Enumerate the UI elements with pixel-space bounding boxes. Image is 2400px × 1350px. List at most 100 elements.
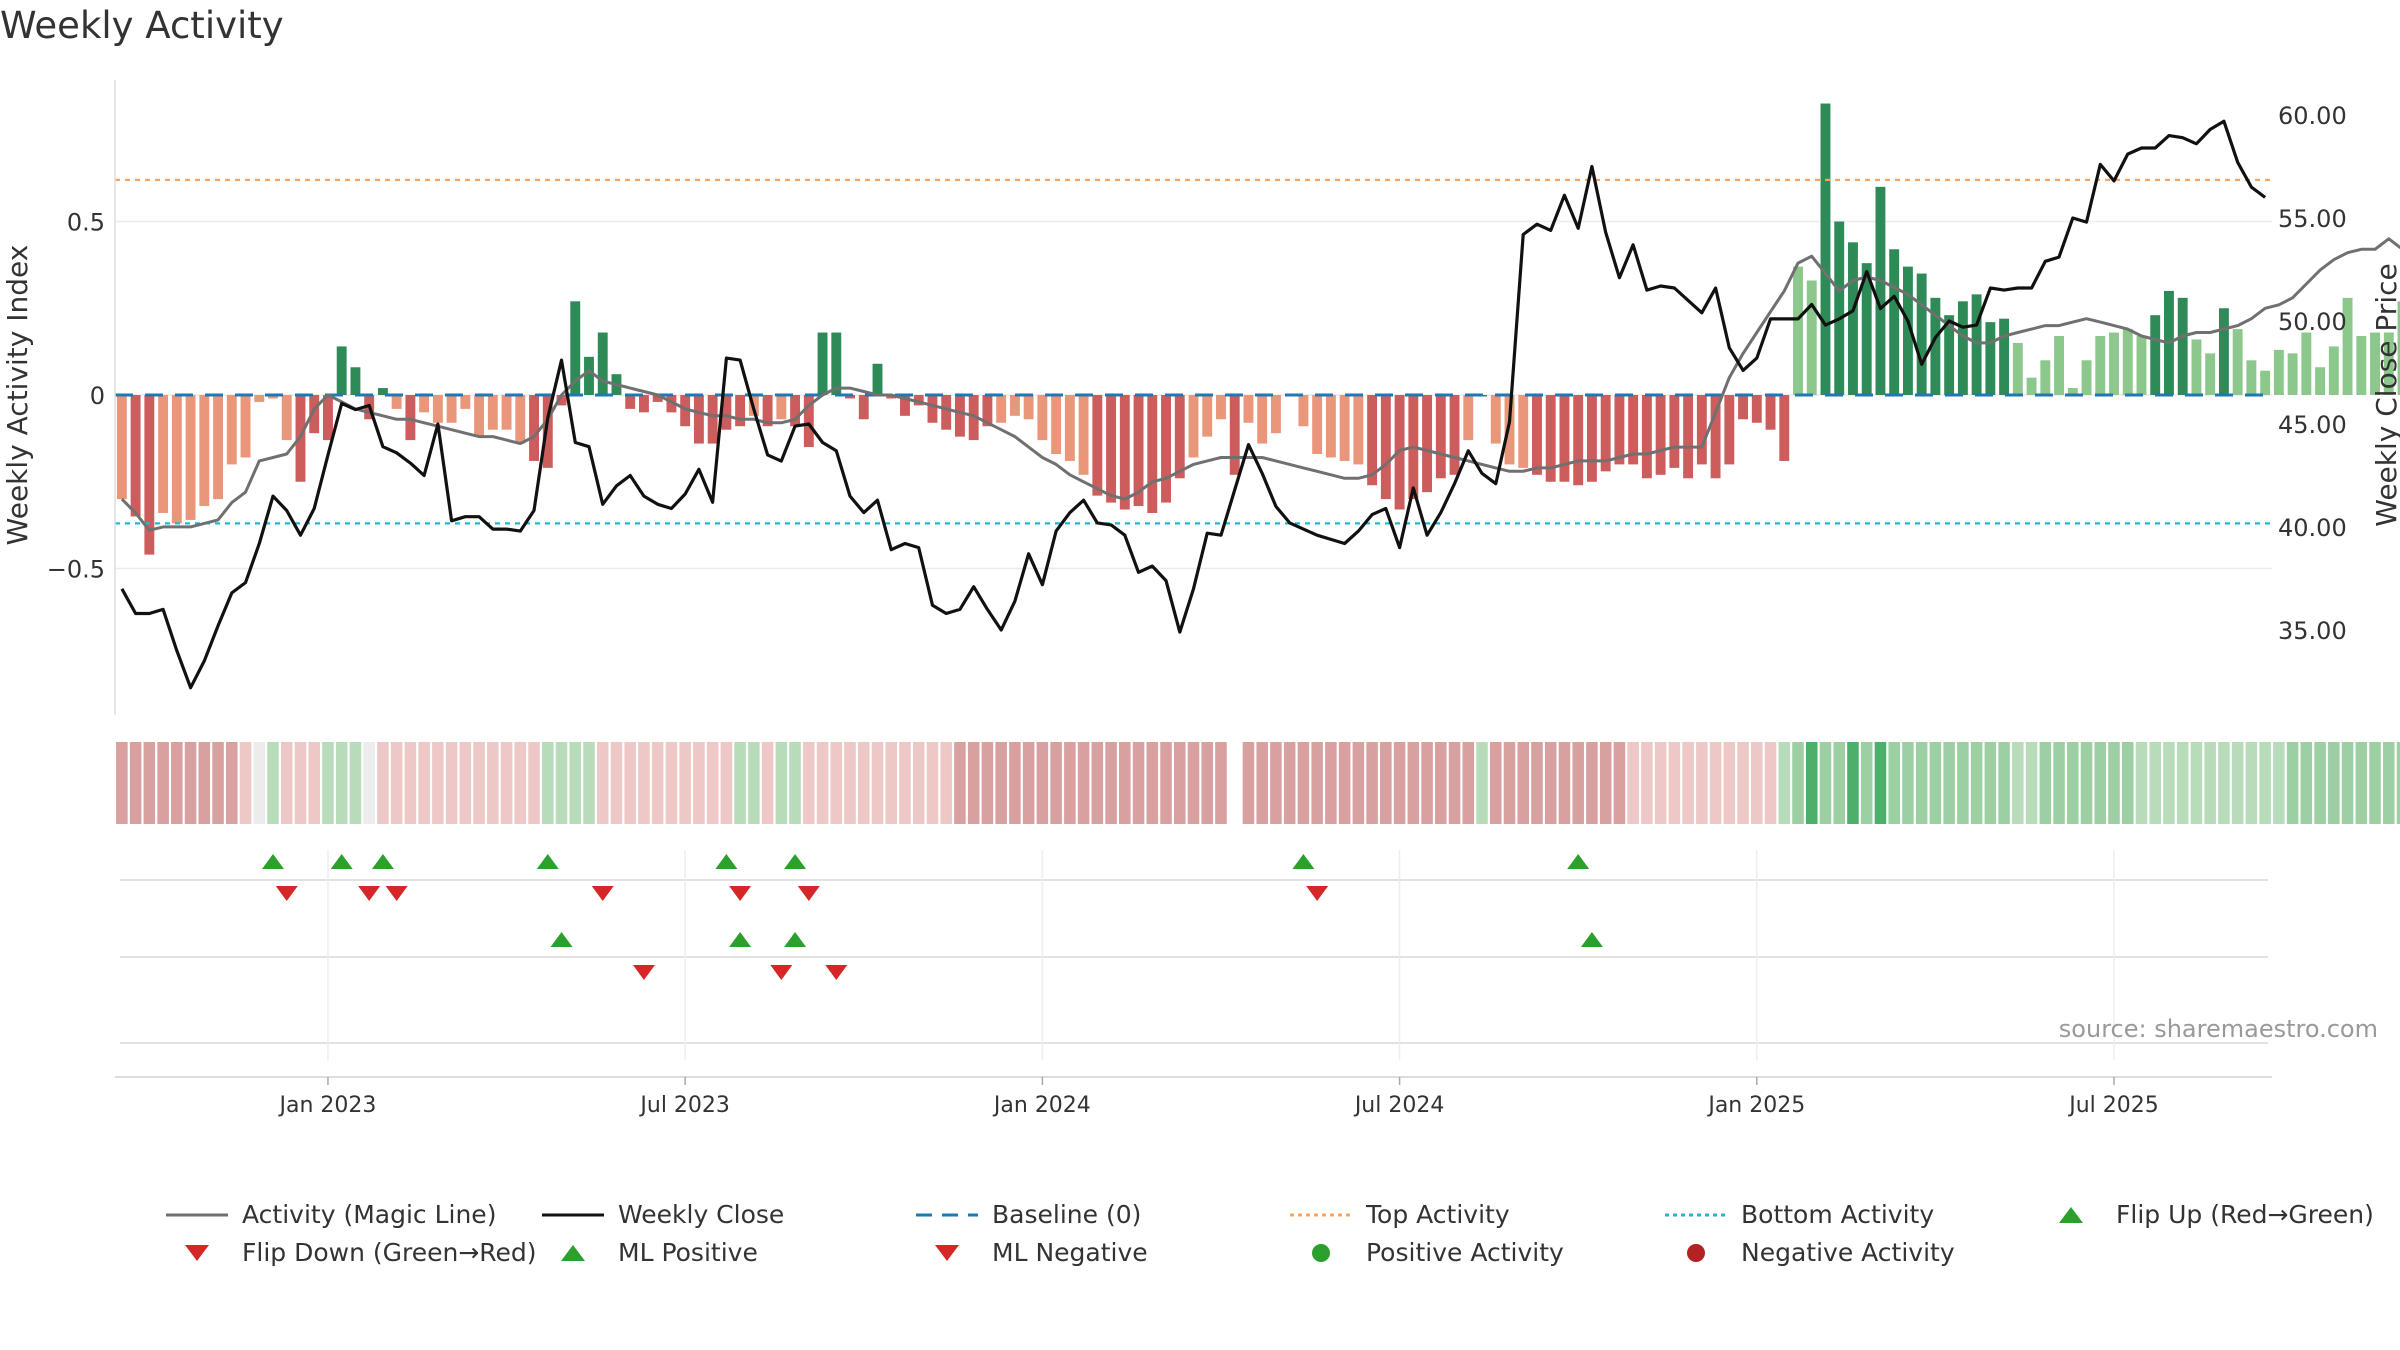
strip-cell xyxy=(569,742,582,824)
strip-cell xyxy=(1215,742,1227,824)
activity-bar xyxy=(1147,395,1158,513)
activity-bar xyxy=(845,395,855,399)
activity-bar xyxy=(666,395,677,413)
strip-cell xyxy=(1531,742,1543,824)
activity-bar xyxy=(1889,249,1900,395)
strip-cell xyxy=(981,742,994,824)
activity-bar xyxy=(1133,395,1144,507)
flip-down-marker xyxy=(797,886,820,901)
strip-cell xyxy=(1064,742,1076,824)
activity-strip xyxy=(116,742,2400,824)
strip-cell xyxy=(830,742,843,824)
y2-tick-label: 50.00 xyxy=(2278,308,2347,336)
activity-bar xyxy=(597,332,608,395)
strip-cell xyxy=(2259,742,2271,824)
strip-cell xyxy=(1847,742,1859,824)
activity-bar xyxy=(1957,301,1968,395)
legend-item-positive-activity: Positive Activity xyxy=(1290,1238,1564,1267)
activity-bar xyxy=(1724,395,1735,465)
chart-title: Weekly Activity xyxy=(0,4,284,47)
series-lines xyxy=(120,119,2400,690)
activity-bar xyxy=(2081,360,2092,395)
strip-cell xyxy=(1435,742,1447,824)
strip-cell xyxy=(1627,742,1639,824)
strip-cell xyxy=(390,742,403,824)
strip-cell xyxy=(720,742,733,824)
strip-cell xyxy=(335,742,348,824)
strip-cell xyxy=(2025,742,2038,824)
x-tick-label: Jul 2023 xyxy=(638,1093,730,1118)
activity-bar xyxy=(652,395,663,402)
activity-bar xyxy=(1119,395,1130,510)
legend-item-magic-line: Activity (Magic Line) xyxy=(166,1200,496,1229)
strip-cell xyxy=(1970,742,1983,824)
strip-cell xyxy=(1654,742,1667,824)
flip-up-marker xyxy=(261,854,284,869)
flip-up-marker xyxy=(1292,854,1315,869)
strip-cell xyxy=(1764,742,1777,824)
activity-bar xyxy=(707,395,718,444)
strip-cell xyxy=(1915,742,1928,824)
strip-cell xyxy=(1380,742,1392,824)
activity-bar xyxy=(1930,297,1941,395)
strip-cell xyxy=(596,742,609,824)
activity-bar xyxy=(2246,360,2257,395)
source-label: source: sharemaestro.com xyxy=(2058,1015,2378,1043)
triangle-up-green-icon xyxy=(561,1244,585,1261)
activity-bar xyxy=(1655,395,1666,475)
strip-cell xyxy=(1338,742,1351,824)
strip-cell xyxy=(514,742,527,824)
activity-bar xyxy=(638,395,649,413)
axes: 0.5 0 −0.5 60.00 55.00 50.00 45.00 40.00 35.00 We… xyxy=(1,80,2400,715)
strip-cell xyxy=(2273,742,2285,824)
strip-cell xyxy=(2067,742,2079,824)
strip-cell xyxy=(1503,742,1516,824)
strip-cell xyxy=(2121,742,2134,824)
strip-cell xyxy=(1311,742,1323,824)
strip-cell xyxy=(638,742,650,824)
strip-cell xyxy=(2286,742,2299,824)
activity-bar xyxy=(1944,315,1955,395)
activity-bar xyxy=(1779,395,1790,461)
activity-bar xyxy=(2383,332,2394,395)
strip-cell xyxy=(610,742,623,824)
strip-cell xyxy=(1077,742,1090,824)
activity-bar xyxy=(1641,395,1652,479)
strip-cell xyxy=(967,742,980,824)
strip-cell xyxy=(1476,742,1488,824)
activity-bar xyxy=(542,395,553,468)
activity-bar xyxy=(2273,349,2284,395)
strip-cell xyxy=(995,742,1007,824)
activity-bar xyxy=(693,395,704,444)
ml-positive-marker xyxy=(784,932,807,947)
activity-bar xyxy=(1064,395,1075,461)
strip-cell xyxy=(1998,742,2010,824)
strip-cell xyxy=(2012,742,2024,824)
strip-cell xyxy=(253,742,266,824)
activity-bar xyxy=(913,395,924,406)
activity-bar xyxy=(1161,395,1171,503)
strip-cell xyxy=(377,742,389,824)
activity-bar xyxy=(886,395,897,399)
strip-cell xyxy=(1599,742,1612,824)
activity-bar xyxy=(941,395,952,430)
activity-bar xyxy=(2150,315,2161,395)
strip-cell xyxy=(954,742,966,824)
strip-cell xyxy=(734,742,746,824)
strip-cell xyxy=(1297,742,1310,824)
activity-bar xyxy=(185,395,196,520)
activity-bar xyxy=(2328,346,2339,395)
strip-cell xyxy=(2355,742,2368,824)
strip-cell xyxy=(1888,742,1900,824)
activity-bar xyxy=(1834,221,1845,395)
activity-bar xyxy=(2301,332,2312,395)
activity-bar xyxy=(2218,308,2229,395)
activity-bar xyxy=(1820,103,1831,396)
activity-bar xyxy=(1339,395,1350,461)
strip-cell xyxy=(2149,742,2161,824)
strip-cell xyxy=(1050,742,1062,824)
strip-cell xyxy=(803,742,815,824)
strip-cell xyxy=(1283,742,1296,824)
activity-bar xyxy=(927,395,938,423)
strip-cell xyxy=(940,742,952,824)
